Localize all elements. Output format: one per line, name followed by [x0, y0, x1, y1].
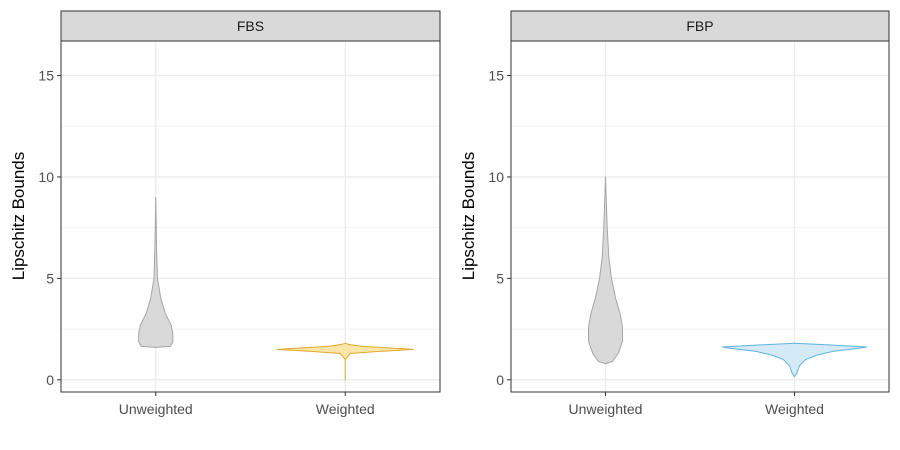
plot-area — [60, 40, 441, 393]
y-tick-label: 10 — [488, 169, 504, 185]
y-axis-title: Lipschitz Bounds — [459, 152, 478, 281]
panel-background — [511, 41, 889, 392]
y-tick-label: 5 — [46, 270, 54, 286]
strip-label: FBS — [237, 18, 264, 34]
violin-weighted — [276, 342, 414, 381]
y-tick-label: 5 — [496, 270, 504, 286]
x-tick-label: Unweighted — [569, 401, 643, 417]
strip-label: FBP — [686, 18, 713, 34]
y-axis-title: Lipschitz Bounds — [9, 152, 28, 281]
panel-fbp: FBP Lipschitz Bounds 0 5 10 15 Unweighted Wei… — [459, 10, 890, 417]
violin-weighted — [721, 342, 868, 378]
x-tick-label: Unweighted — [119, 401, 193, 417]
violin-unweighted — [138, 196, 174, 348]
strip-background — [60, 10, 441, 42]
violin-unweighted — [587, 176, 624, 365]
y-tick-label: 15 — [38, 67, 54, 83]
y-tick-label: 10 — [38, 169, 54, 185]
strip-background — [510, 10, 890, 42]
x-tick-label: Weighted — [316, 401, 375, 417]
y-tick-label: 15 — [488, 67, 504, 83]
y-tick-label: 0 — [46, 372, 54, 388]
y-tick-label: 0 — [496, 372, 504, 388]
panel-background — [61, 41, 440, 392]
x-tick-label: Weighted — [765, 401, 824, 417]
panel-fbs: FBS Lipschitz Bounds 0 5 10 15 Unweighted Wei… — [9, 10, 441, 417]
plot-area — [510, 40, 890, 393]
